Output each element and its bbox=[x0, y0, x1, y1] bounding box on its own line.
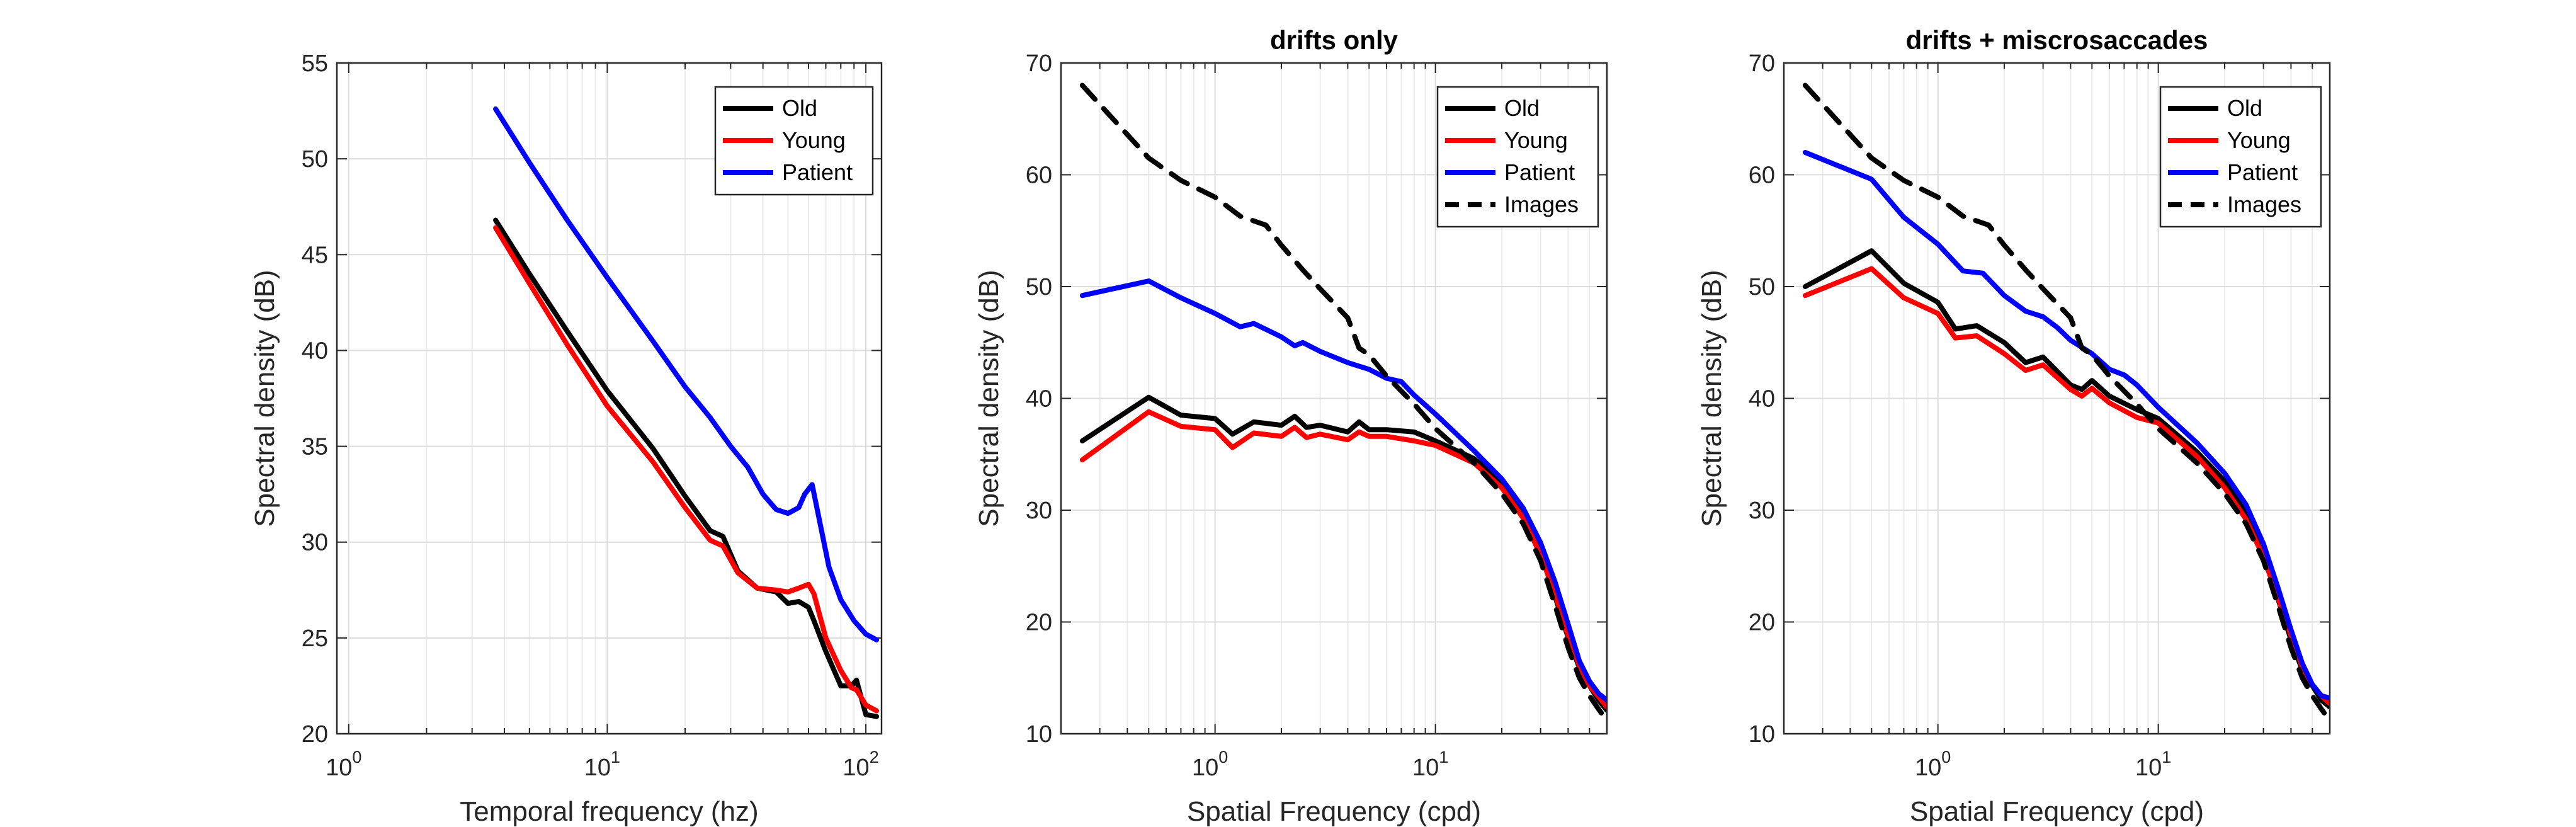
axes-box bbox=[336, 62, 883, 735]
x-tick-base: 10 bbox=[1915, 755, 1941, 781]
x-axis-label: Spatial Frequency (cpd) bbox=[1187, 796, 1481, 827]
x-tick-label: 101 bbox=[2135, 748, 2171, 781]
y-tick-label: 45 bbox=[302, 242, 328, 268]
y-tick-label: 40 bbox=[302, 338, 328, 364]
legend: Old Young Patient Images bbox=[2159, 86, 2322, 228]
x-tick-exponent: 0 bbox=[352, 748, 361, 767]
legend-box bbox=[2159, 86, 2322, 228]
series-line-patient bbox=[1079, 278, 1607, 703]
y-tick-label: 25 bbox=[302, 625, 328, 652]
y-axis-label: Spectral density (dB) bbox=[249, 270, 280, 527]
y-axis-label: Spectral density (dB) bbox=[1696, 270, 1727, 527]
x-axis-label: Spatial Frequency (cpd) bbox=[1910, 796, 2204, 827]
legend-label-young: Young bbox=[782, 127, 846, 153]
axes-box bbox=[1060, 62, 1608, 735]
series-group bbox=[1802, 83, 2330, 723]
y-tick-label: 40 bbox=[1749, 386, 1775, 413]
legend-label-old: Old bbox=[782, 95, 817, 121]
x-tick-base: 10 bbox=[1192, 755, 1218, 781]
y-tick-label: 30 bbox=[1749, 498, 1775, 524]
x-tick-base: 10 bbox=[843, 755, 869, 781]
y-tick-label: 70 bbox=[1026, 50, 1052, 77]
legend-label-young: Young bbox=[1504, 127, 1568, 153]
legend: Old Young Patient bbox=[714, 86, 874, 196]
x-tick-label: 100 bbox=[326, 748, 361, 781]
x-tick-label: 101 bbox=[584, 748, 620, 781]
legend-label-images: Images bbox=[2227, 191, 2301, 217]
x-tick-label: 102 bbox=[843, 748, 878, 781]
x-tick-exponent: 1 bbox=[2162, 748, 2171, 767]
x-tick-exponent: 1 bbox=[1439, 748, 1448, 767]
y-tick-label: 50 bbox=[1026, 274, 1052, 300]
y-tick-label: 55 bbox=[302, 50, 328, 77]
y-tick-label: 35 bbox=[302, 434, 328, 460]
y-tick-label: 50 bbox=[1749, 274, 1775, 300]
legend-label-patient: Patient bbox=[2227, 159, 2298, 185]
series-group bbox=[1079, 83, 1607, 723]
grid bbox=[336, 62, 882, 734]
y-tick-label: 40 bbox=[1026, 386, 1052, 413]
legend-label-old: Old bbox=[1504, 95, 1540, 121]
y-tick-label: 70 bbox=[1749, 50, 1775, 77]
x-tick-label: 100 bbox=[1915, 748, 1951, 781]
x-tick-label: 100 bbox=[1192, 748, 1228, 781]
series-line-images bbox=[1802, 83, 2330, 723]
series-line-patient bbox=[1802, 150, 2330, 701]
x-tick-exponent: 1 bbox=[611, 748, 620, 767]
series-line-young bbox=[1079, 409, 1607, 710]
chart-title: drifts only bbox=[1270, 25, 1399, 55]
legend-label-old: Old bbox=[2227, 95, 2262, 121]
x-tick-exponent: 2 bbox=[870, 748, 879, 767]
axes-box bbox=[1783, 62, 2331, 735]
x-tick-base: 10 bbox=[1412, 755, 1439, 781]
series-line-young bbox=[493, 225, 880, 714]
legend-label-young: Young bbox=[2227, 127, 2291, 153]
y-axis-label: Spectral density (dB) bbox=[973, 270, 1004, 527]
x-tick-base: 10 bbox=[2135, 755, 2162, 781]
y-tick-label: 10 bbox=[1026, 721, 1052, 748]
y-tick-label: 60 bbox=[1026, 163, 1052, 189]
y-tick-label: 30 bbox=[302, 530, 328, 556]
series-line-images bbox=[1079, 83, 1607, 723]
x-tick-exponent: 0 bbox=[1941, 748, 1951, 767]
legend-label-patient: Patient bbox=[1504, 159, 1575, 185]
y-tick-label: 30 bbox=[1026, 498, 1052, 524]
y-tick-label: 50 bbox=[302, 146, 328, 173]
x-axis-label: Temporal frequency (hz) bbox=[460, 796, 758, 827]
y-tick-label: 20 bbox=[1026, 610, 1052, 636]
y-tick-label: 60 bbox=[1749, 163, 1775, 189]
x-tick-label: 101 bbox=[1412, 748, 1448, 781]
legend-label-patient: Patient bbox=[782, 159, 853, 185]
legend-label-images: Images bbox=[1504, 191, 1579, 217]
y-tick-label: 20 bbox=[1749, 610, 1775, 636]
x-tick-base: 10 bbox=[584, 755, 611, 781]
series-group bbox=[493, 106, 880, 719]
y-tick-label: 10 bbox=[1749, 721, 1775, 748]
chart-title: drifts + miscrosaccades bbox=[1906, 25, 2208, 55]
y-tick-label: 20 bbox=[302, 721, 328, 748]
legend: Old Young Patient Images bbox=[1436, 86, 1599, 228]
series-line-patient bbox=[493, 106, 880, 642]
x-tick-exponent: 0 bbox=[1218, 748, 1228, 767]
x-tick-base: 10 bbox=[326, 755, 352, 781]
